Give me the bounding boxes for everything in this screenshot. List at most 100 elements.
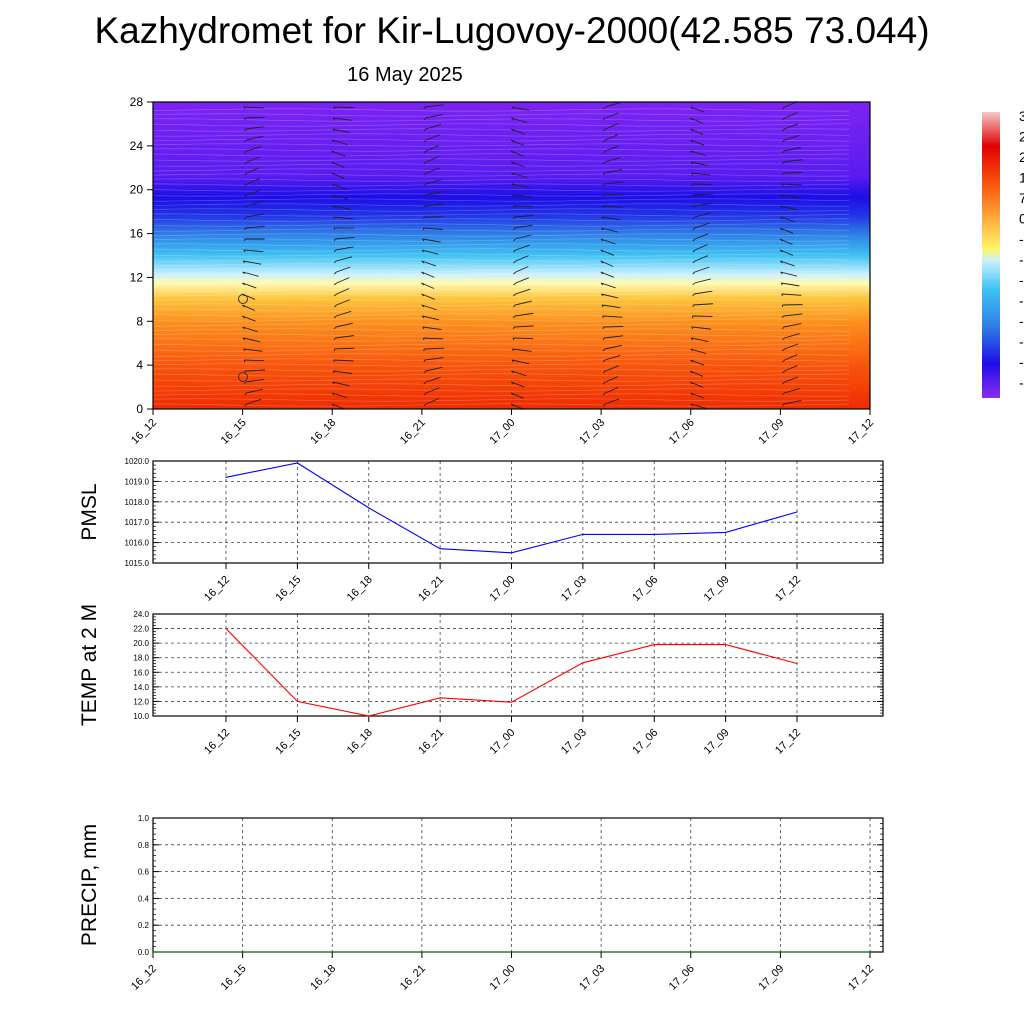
isotherm [152, 378, 850, 382]
isotherm [152, 243, 850, 247]
series-point [225, 627, 227, 630]
wind-barb-flag [332, 381, 350, 387]
wind-barb-flag [246, 201, 263, 207]
wind-barb-flag [243, 260, 262, 265]
wind-barb-flag [694, 212, 711, 218]
isotherm [152, 223, 850, 227]
series-point [510, 701, 513, 703]
isotherm [152, 168, 850, 172]
timeseries-panel: 10.0 12.0 14.0 16.0 18.0 20.0 22.0 24.0 16_12 16_… [78, 604, 884, 757]
wind-barb [423, 194, 426, 198]
wind-barb [423, 161, 427, 165]
wind-barb-flag [604, 354, 621, 361]
x-tick-label: 17_03 [559, 574, 589, 604]
wind-barb [692, 227, 696, 231]
x-tick-label: 17_03 [577, 963, 607, 993]
wind-barb [782, 381, 785, 385]
y-tick-label: 20.0 [133, 639, 149, 648]
x-tick-label: 16_12 [129, 963, 159, 993]
wind-barb-flag [605, 112, 620, 119]
isotherm [152, 353, 850, 357]
wind-barb [782, 370, 786, 374]
wind-barb-flag [424, 104, 444, 108]
colorbar-tick-label: - [1019, 375, 1024, 391]
series-point [152, 951, 154, 953]
colorbar-tick-label: 3 [1019, 108, 1024, 124]
x-tick-label: 16_15 [273, 727, 303, 757]
chart-subtitle: 16 May 2025 [347, 64, 463, 86]
wind-barb [782, 117, 786, 121]
wind-barb-flag [783, 400, 802, 405]
wind-barb [333, 249, 336, 253]
wind-barb-flag [693, 303, 713, 306]
wind-barb-flag [779, 249, 794, 256]
panel-frame [152, 817, 884, 953]
wind-barb [423, 205, 426, 209]
wind-barb [513, 260, 517, 264]
x-tick-label: 16_18 [345, 727, 375, 757]
series-point [242, 951, 244, 953]
x-tick-label: 16_12 [202, 727, 232, 757]
wind-barb-flag [600, 249, 614, 256]
wind-barb-flag [425, 387, 440, 394]
wind-barb [602, 359, 606, 363]
isotherm [152, 158, 850, 162]
wind-barb-flag [604, 102, 621, 108]
y-tick-label: 1019.0 [125, 477, 150, 486]
series-point [439, 548, 441, 550]
wind-barb [244, 403, 247, 407]
isotherm [152, 203, 849, 207]
wind-barb-flag [336, 288, 350, 295]
wind-barb-flag [605, 387, 619, 394]
wind-barb-flag [783, 159, 803, 163]
wind-barb [513, 238, 516, 242]
wind-barb-flag [784, 333, 800, 339]
series-point [600, 951, 602, 953]
y-tick-label: 0.2 [138, 921, 150, 930]
wind-barb-flag [515, 234, 532, 240]
wind-barb-flag [600, 271, 615, 278]
wind-barb [423, 150, 427, 154]
y-tick-label: 24.0 [133, 610, 149, 619]
wind-barb-flag [331, 161, 345, 168]
isotherm [152, 393, 850, 397]
wind-barb-flag [246, 156, 261, 163]
wind-barb-flag [511, 370, 527, 377]
isotherm [152, 108, 850, 112]
series-point [296, 462, 298, 464]
x-tick-label: 17_06 [667, 963, 697, 993]
y-tick-label: 16 [130, 227, 144, 241]
wind-barb [782, 150, 785, 154]
wind-barb-flag [243, 249, 264, 253]
wind-barb-flag [693, 290, 713, 295]
wind-barb-flag [601, 216, 621, 221]
wind-barb-flag [422, 238, 441, 243]
wind-barb-flag [335, 335, 355, 339]
series-point [331, 951, 333, 953]
wind-barb [602, 392, 606, 396]
colorbar-tick-label: - [1019, 252, 1024, 268]
wind-barb-flag [244, 116, 265, 119]
wind-barb-flag [694, 244, 708, 251]
wind-barb [423, 359, 426, 363]
y-tick-label: 24 [130, 139, 144, 153]
wind-barb-flag [425, 167, 440, 174]
isotherm [152, 118, 850, 122]
wind-barb-flag [245, 213, 264, 218]
series-point [225, 476, 227, 478]
wind-barb [333, 293, 337, 297]
wind-barb-flag [246, 398, 262, 405]
isotherm [152, 123, 850, 127]
wind-barb-flag [511, 161, 526, 168]
wind-barb [333, 260, 337, 264]
isotherm [152, 278, 850, 282]
wind-barb-flag [424, 347, 445, 350]
x-tick-label: 17_09 [702, 574, 732, 604]
wind-barb [692, 293, 695, 297]
colorbar-tick-label: - [1019, 272, 1024, 288]
x-tick-label: 16_12 [202, 574, 232, 604]
wind-barb-flag [511, 183, 530, 188]
series-point [796, 662, 798, 665]
wind-barb-flag [604, 169, 623, 174]
